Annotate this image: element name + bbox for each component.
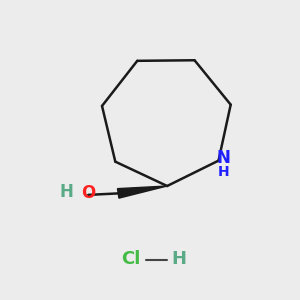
- Text: O: O: [81, 184, 95, 202]
- Text: Cl: Cl: [121, 250, 140, 268]
- Text: H: H: [60, 184, 74, 202]
- Text: N: N: [217, 149, 231, 167]
- Text: H: H: [218, 165, 230, 179]
- Text: H: H: [171, 250, 186, 268]
- Polygon shape: [118, 186, 167, 198]
